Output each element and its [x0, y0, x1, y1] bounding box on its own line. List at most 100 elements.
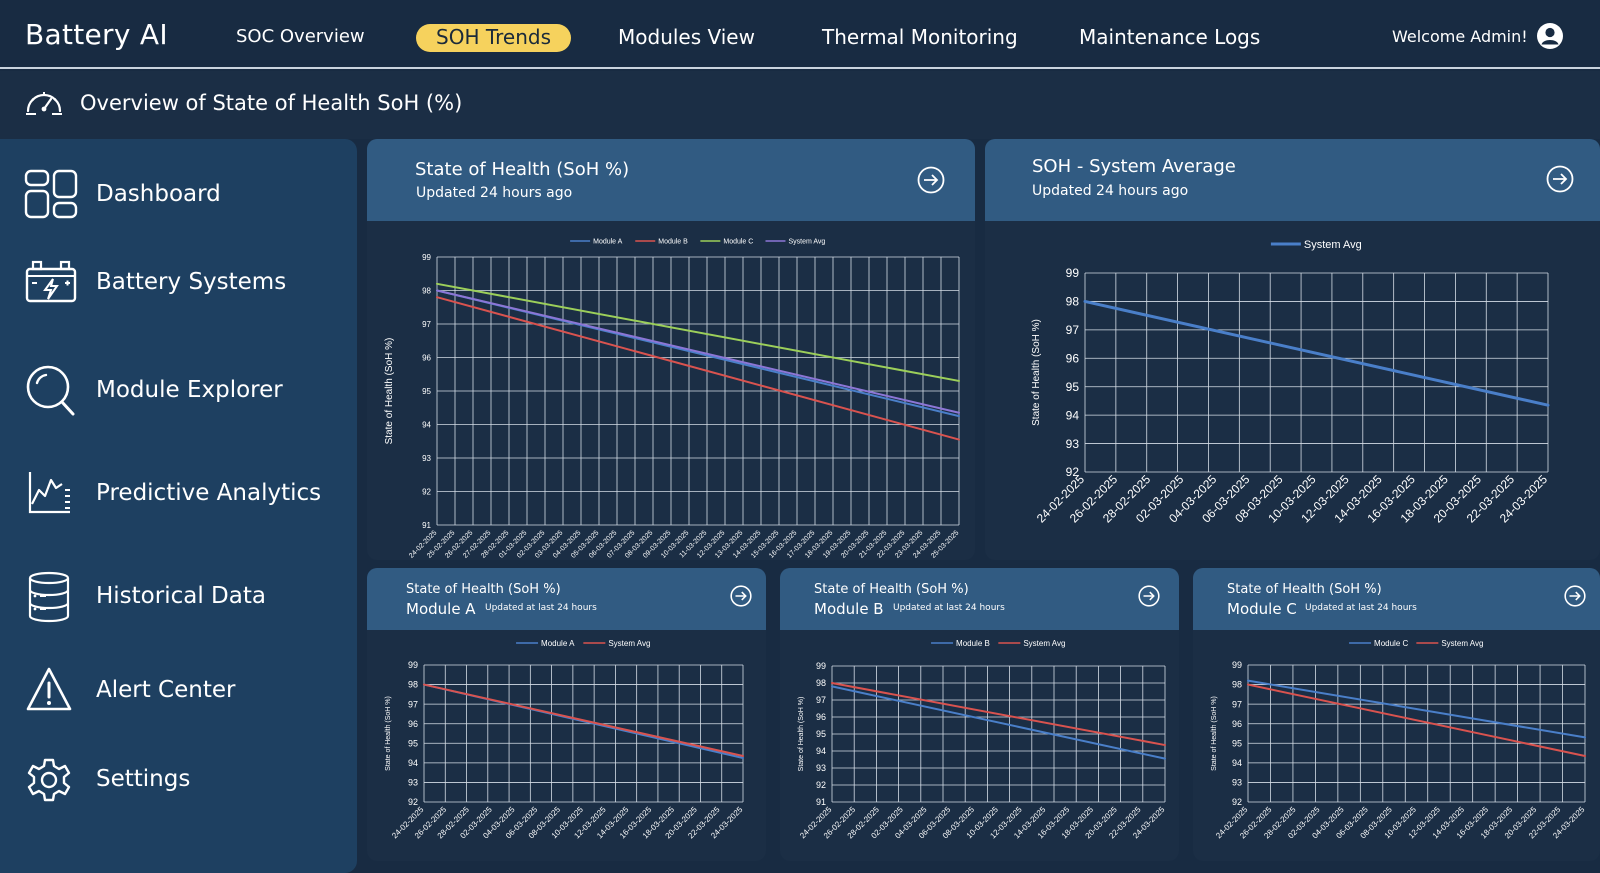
y-tick-label: 96 [816, 712, 826, 722]
page-title: Overview of State of Health SoH (%) [80, 91, 463, 115]
sidebar-item-dashboard[interactable]: Dashboard [0, 163, 357, 227]
sidebar-item-predictive-analytics[interactable]: Predictive Analytics [0, 462, 357, 526]
y-tick-label: 92 [816, 780, 826, 790]
module-b-card: State of Health (SoH %) Module B Updated… [780, 568, 1179, 861]
y-tick-label: 93 [1232, 778, 1242, 788]
y-axis-label: State of Health (SoH %) [1211, 696, 1218, 771]
sidebar-item-label: Alert Center [96, 677, 236, 703]
sidebar-item-label: Historical Data [96, 583, 266, 609]
y-tick-label: 96 [1066, 351, 1080, 365]
y-tick-label: 93 [1066, 437, 1080, 451]
app-brand[interactable]: Battery AI [25, 18, 168, 51]
sidebar-item-label: Module Explorer [96, 377, 283, 403]
series-line-module-b [436, 296, 960, 441]
dashboard-grid-icon [24, 169, 78, 219]
card-header: SOH - System Average Updated 24 hours ag… [985, 139, 1600, 221]
sidebar-item-module-explorer[interactable]: Module Explorer [0, 359, 357, 423]
y-tick-label: 96 [1232, 719, 1242, 729]
y-tick-label: 93 [816, 763, 826, 773]
y-tick-label: 97 [1232, 699, 1242, 709]
card-header: State of Health (SoH %) Module C Updated… [1193, 568, 1600, 630]
series-line-system-avg [1083, 299, 1550, 407]
nav-tab-modules-view[interactable]: Modules View [618, 25, 755, 49]
sidebar-item-alert-center[interactable]: Alert Center [0, 659, 357, 723]
y-tick-label: 94 [1232, 758, 1242, 768]
y-axis-label: State of Health (SoH %) [798, 697, 805, 772]
arrow-right-icon[interactable] [1138, 585, 1160, 607]
y-axis-label: State of Health (SoH %) [385, 696, 392, 771]
nav-tab-thermal-monitoring[interactable]: Thermal Monitoring [822, 25, 1018, 49]
sidebar: Dashboard Battery Systems Module Explore… [0, 139, 357, 873]
y-tick-label: 98 [422, 286, 431, 295]
legend-label: Module A [541, 639, 575, 648]
y-tick-label: 92 [408, 797, 418, 807]
y-tick-label: 91 [816, 797, 826, 807]
module-name: Module B [814, 600, 884, 618]
arrow-right-icon[interactable] [1564, 585, 1586, 607]
y-tick-label: 96 [408, 719, 418, 729]
gauge-icon [26, 92, 62, 115]
sidebar-item-settings[interactable]: Settings [0, 748, 357, 812]
system-average-card: SOH - System Average Updated 24 hours ag… [985, 139, 1600, 560]
arrow-right-icon[interactable] [1546, 165, 1574, 193]
y-tick-label: 93 [422, 454, 431, 463]
series-line-module-c [436, 282, 960, 382]
sidebar-item-label: Battery Systems [96, 269, 287, 295]
card-title: State of Health (SoH %) [406, 582, 561, 597]
soh-chart-card: State of Health (SoH %) Updated 24 hours… [367, 139, 975, 560]
legend-label: Module B [658, 238, 688, 245]
card-header: State of Health (SoH %) Module B Updated… [780, 568, 1179, 630]
y-tick-label: 93 [408, 778, 418, 788]
legend-label: System Avg [788, 238, 825, 245]
legend-label: Module C [1374, 639, 1408, 648]
sidebar-item-historical-data[interactable]: Historical Data [0, 565, 357, 629]
module-a-card: State of Health (SoH %) Module A Updated… [367, 568, 766, 861]
card-subtitle: Updated 24 hours ago [1032, 183, 1189, 199]
search-icon [26, 365, 75, 416]
y-tick-label: 96 [422, 353, 431, 362]
card-title: SOH - System Average [1032, 156, 1236, 177]
card-header: State of Health (SoH %) Updated 24 hours… [367, 139, 975, 221]
y-tick-label: 99 [422, 253, 431, 262]
series-line-system-avg [423, 683, 744, 758]
y-tick-label: 99 [1232, 660, 1242, 670]
series-line-system-avg [831, 682, 1166, 747]
card-title: State of Health (SoH %) [814, 582, 969, 597]
y-tick-label: 97 [1066, 323, 1080, 337]
card-subtitle: Updated at last 24 hours [485, 603, 597, 613]
y-tick-label: 92 [1066, 465, 1080, 479]
arrow-right-icon[interactable] [730, 585, 752, 607]
y-tick-label: 95 [1066, 380, 1080, 394]
gear-icon [27, 758, 71, 802]
user-avatar-icon[interactable] [1536, 22, 1564, 50]
nav-tab-soh-trends[interactable]: SOH Trends [416, 24, 571, 52]
arrow-right-icon[interactable] [917, 166, 945, 194]
module-name: Module C [1227, 600, 1297, 618]
welcome-text: Welcome Admin! [1392, 27, 1528, 46]
y-tick-label: 94 [422, 420, 431, 429]
y-tick-label: 97 [408, 699, 418, 709]
y-tick-label: 99 [816, 661, 826, 671]
y-tick-label: 94 [1066, 408, 1080, 422]
legend-label: System Avg [1441, 639, 1483, 648]
page-header: Overview of State of Health SoH (%) [0, 71, 1600, 139]
y-tick-label: 94 [408, 758, 418, 768]
sidebar-item-battery-systems[interactable]: Battery Systems [0, 251, 357, 315]
legend-label: System Avg [1304, 239, 1362, 251]
legend-label: Module C [723, 238, 753, 245]
nav-tab-soc-overview[interactable]: SOC Overview [236, 26, 365, 47]
card-header: State of Health (SoH %) Module A Updated… [367, 568, 766, 630]
legend-label: System Avg [608, 639, 650, 648]
y-tick-label: 99 [408, 660, 418, 670]
nav-tab-maintenance-logs[interactable]: Maintenance Logs [1079, 25, 1261, 49]
card-subtitle: Updated at last 24 hours [893, 603, 1005, 613]
card-subtitle: Updated at last 24 hours [1305, 603, 1417, 613]
y-tick-label: 98 [1232, 680, 1242, 690]
series-line-system-avg [1247, 683, 1586, 758]
database-icon [28, 571, 70, 623]
y-tick-label: 95 [408, 738, 418, 748]
y-tick-label: 92 [422, 487, 431, 496]
legend-label: Module A [593, 238, 623, 245]
card-title: State of Health (SoH %) [1227, 582, 1382, 597]
y-tick-label: 91 [422, 521, 431, 530]
